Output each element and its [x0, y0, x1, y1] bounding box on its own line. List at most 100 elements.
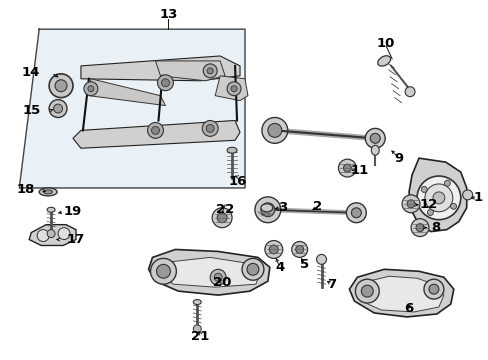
Text: 5: 5 [300, 258, 308, 271]
Polygon shape [19, 29, 244, 188]
Circle shape [406, 200, 414, 208]
Circle shape [369, 133, 380, 143]
Circle shape [269, 245, 278, 254]
Circle shape [214, 273, 222, 281]
Circle shape [150, 258, 176, 284]
Text: 15: 15 [22, 104, 41, 117]
Circle shape [261, 203, 274, 217]
Circle shape [58, 228, 70, 239]
Ellipse shape [370, 145, 379, 155]
Circle shape [291, 242, 307, 257]
Circle shape [254, 197, 280, 223]
Text: 12: 12 [419, 198, 437, 211]
Polygon shape [29, 225, 76, 246]
Polygon shape [89, 79, 165, 105]
Circle shape [193, 325, 201, 333]
Circle shape [37, 230, 49, 242]
Circle shape [88, 86, 94, 92]
Circle shape [206, 125, 214, 132]
Text: 10: 10 [376, 37, 395, 50]
Text: 6: 6 [404, 302, 413, 315]
Circle shape [462, 190, 472, 200]
Circle shape [212, 208, 232, 228]
Circle shape [316, 255, 326, 264]
Text: 22: 22 [216, 203, 234, 216]
Text: 16: 16 [228, 175, 247, 189]
Ellipse shape [43, 190, 53, 194]
Text: 13: 13 [159, 8, 177, 21]
Circle shape [415, 224, 423, 231]
Circle shape [449, 203, 456, 209]
Text: 4: 4 [275, 261, 284, 274]
Circle shape [295, 246, 303, 253]
Text: 9: 9 [394, 152, 403, 165]
Circle shape [361, 285, 372, 297]
Text: 7: 7 [326, 278, 335, 291]
Circle shape [49, 74, 73, 98]
Text: 11: 11 [349, 163, 368, 176]
Text: 1: 1 [472, 192, 481, 204]
Circle shape [262, 117, 287, 143]
Circle shape [147, 122, 163, 138]
Text: 14: 14 [22, 66, 41, 79]
Ellipse shape [193, 300, 201, 305]
Circle shape [424, 184, 452, 212]
Circle shape [151, 126, 159, 134]
Circle shape [55, 80, 67, 92]
Circle shape [210, 269, 225, 285]
Circle shape [156, 264, 170, 278]
Circle shape [365, 129, 385, 148]
Ellipse shape [261, 204, 272, 212]
Text: 3: 3 [278, 201, 287, 214]
Polygon shape [73, 121, 240, 148]
Circle shape [231, 86, 237, 92]
Polygon shape [160, 257, 260, 287]
Polygon shape [408, 158, 466, 231]
Text: 8: 8 [430, 221, 440, 234]
Polygon shape [81, 56, 240, 81]
Circle shape [226, 82, 241, 96]
Circle shape [157, 75, 173, 91]
Circle shape [355, 279, 379, 303]
Text: 19: 19 [64, 205, 82, 218]
Polygon shape [356, 276, 443, 312]
Text: 20: 20 [212, 276, 231, 289]
Circle shape [161, 79, 169, 87]
Circle shape [47, 230, 55, 238]
Ellipse shape [226, 147, 237, 153]
Text: 21: 21 [191, 330, 209, 343]
Circle shape [410, 219, 428, 237]
Circle shape [444, 180, 449, 186]
Circle shape [217, 213, 226, 223]
Circle shape [351, 208, 361, 218]
Circle shape [427, 210, 432, 215]
Circle shape [420, 186, 427, 192]
Circle shape [49, 100, 67, 117]
Circle shape [428, 284, 438, 294]
Circle shape [202, 121, 218, 136]
Circle shape [264, 240, 282, 258]
Circle shape [267, 123, 281, 137]
Circle shape [346, 203, 366, 223]
Circle shape [423, 279, 443, 299]
Text: 2: 2 [312, 200, 322, 213]
Circle shape [338, 159, 356, 177]
Ellipse shape [39, 188, 57, 196]
Circle shape [203, 64, 217, 78]
Polygon shape [155, 61, 224, 81]
Text: 17: 17 [67, 233, 85, 246]
Ellipse shape [377, 56, 390, 66]
Circle shape [242, 258, 264, 280]
Polygon shape [215, 76, 247, 100]
Circle shape [404, 87, 414, 96]
Polygon shape [349, 269, 453, 317]
Circle shape [343, 164, 351, 172]
Polygon shape [148, 249, 269, 295]
Text: 18: 18 [17, 184, 35, 197]
Ellipse shape [47, 207, 55, 212]
Circle shape [401, 195, 419, 213]
Circle shape [246, 264, 258, 275]
Circle shape [432, 192, 444, 204]
Circle shape [207, 68, 213, 74]
Circle shape [416, 176, 460, 220]
